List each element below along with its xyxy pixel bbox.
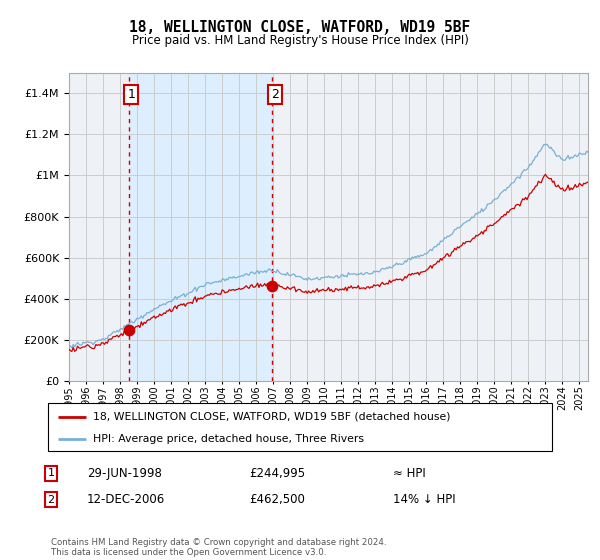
- Text: 1: 1: [47, 468, 55, 478]
- Text: 18, WELLINGTON CLOSE, WATFORD, WD19 5BF: 18, WELLINGTON CLOSE, WATFORD, WD19 5BF: [130, 20, 470, 35]
- Text: Price paid vs. HM Land Registry's House Price Index (HPI): Price paid vs. HM Land Registry's House …: [131, 34, 469, 46]
- FancyBboxPatch shape: [48, 403, 552, 451]
- Text: £462,500: £462,500: [249, 493, 305, 506]
- Text: 2: 2: [47, 494, 55, 505]
- Text: £244,995: £244,995: [249, 466, 305, 480]
- Text: HPI: Average price, detached house, Three Rivers: HPI: Average price, detached house, Thre…: [94, 434, 364, 444]
- Text: ≈ HPI: ≈ HPI: [393, 466, 426, 480]
- Text: 18, WELLINGTON CLOSE, WATFORD, WD19 5BF (detached house): 18, WELLINGTON CLOSE, WATFORD, WD19 5BF …: [94, 412, 451, 422]
- Text: 2: 2: [271, 88, 279, 101]
- Bar: [128, 73, 272, 381]
- Point: [268, 281, 277, 290]
- Text: 29-JUN-1998: 29-JUN-1998: [87, 466, 162, 480]
- Text: 1: 1: [127, 88, 135, 101]
- Text: 14% ↓ HPI: 14% ↓ HPI: [393, 493, 455, 506]
- Text: Contains HM Land Registry data © Crown copyright and database right 2024.
This d: Contains HM Land Registry data © Crown c…: [51, 538, 386, 557]
- Text: 12-DEC-2006: 12-DEC-2006: [87, 493, 165, 506]
- Point: [124, 326, 133, 335]
